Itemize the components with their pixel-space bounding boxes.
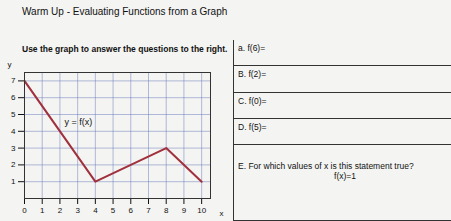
svg-text:4: 4: [93, 206, 98, 215]
svg-text:y = f(x): y = f(x): [65, 117, 93, 127]
svg-text:7: 7: [146, 206, 151, 215]
svg-text:3: 3: [75, 206, 80, 215]
svg-text:6: 6: [129, 206, 134, 215]
svg-text:y: y: [8, 60, 12, 69]
svg-text:2: 2: [11, 160, 16, 169]
svg-text:1: 1: [11, 177, 16, 186]
html-text:a. f(6)=: a. f(6)=: [238, 43, 266, 53]
html-text:E. For which values of x is th: E. For which values of x is this stateme…: [238, 161, 414, 171]
html-text:Use the graph to answer the qu: Use the graph to answer the questions to…: [22, 44, 228, 54]
svg-text:x: x: [220, 209, 224, 218]
svg-text:5: 5: [11, 110, 16, 119]
svg-text:4: 4: [11, 127, 16, 136]
html-text:D. f(5)=: D. f(5)=: [238, 122, 267, 132]
svg-text:9: 9: [182, 206, 187, 215]
svg-text:0: 0: [22, 206, 27, 215]
svg-text:7: 7: [11, 76, 16, 85]
html-text:B. f(2)=: B. f(2)=: [238, 69, 267, 79]
svg-text:6: 6: [11, 93, 16, 102]
svg-text:2: 2: [58, 206, 63, 215]
svg-text:3: 3: [11, 144, 16, 153]
svg-text:8: 8: [164, 206, 169, 215]
html-text:f(x)=1: f(x)=1: [334, 171, 356, 181]
html-text:Warm Up - Evaluating Functions: Warm Up - Evaluating Functions from a Gr…: [22, 6, 228, 17]
svg-text:1: 1: [40, 206, 45, 215]
svg-text:10: 10: [197, 206, 206, 215]
svg-text:5: 5: [111, 206, 116, 215]
html-text:C. f(0)=: C. f(0)=: [238, 96, 267, 106]
